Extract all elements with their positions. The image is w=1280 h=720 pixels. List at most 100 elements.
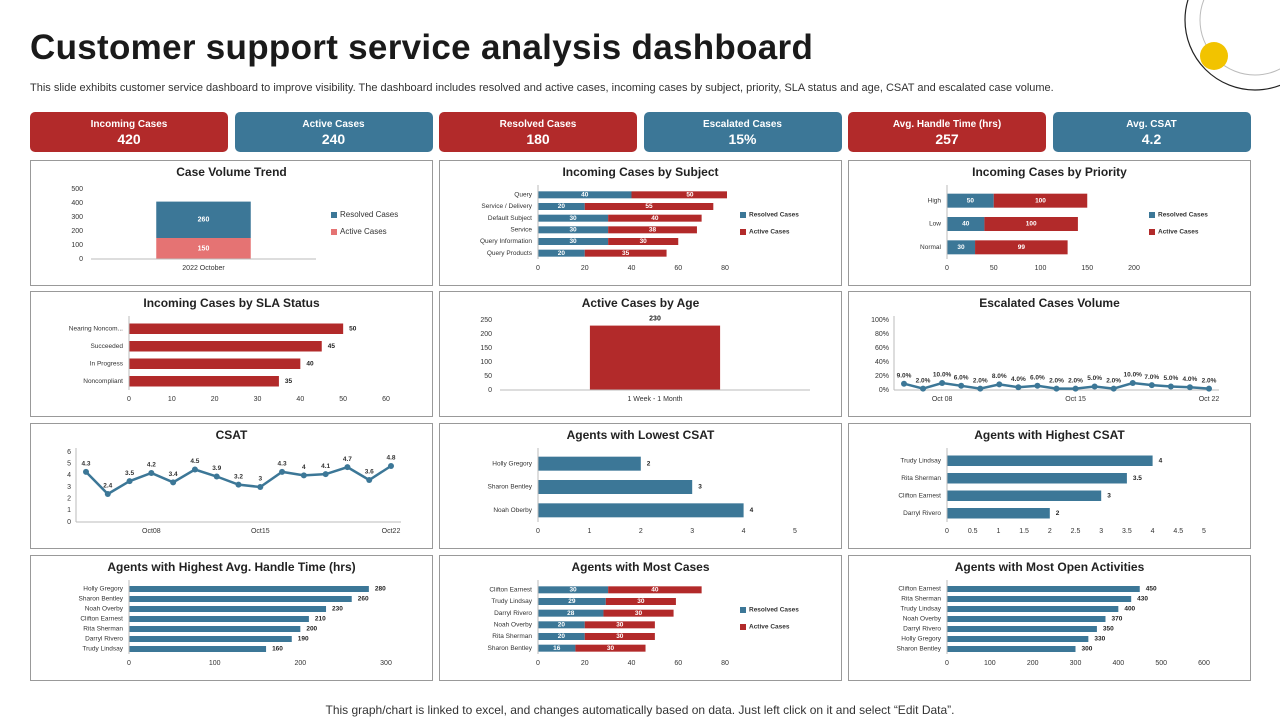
point <box>279 468 286 475</box>
kpi-card: Avg. Handle Time (hrs) 257 <box>848 112 1046 152</box>
point <box>366 477 373 483</box>
point <box>322 471 329 478</box>
point <box>191 466 198 473</box>
x-tick-label: 60 <box>382 396 390 403</box>
chart-title: Agents with Lowest CSAT <box>567 428 715 442</box>
data-label: 5.0% <box>1163 375 1178 382</box>
legend-label: Active Cases <box>749 624 790 631</box>
bar <box>538 586 609 594</box>
kpi-value: 420 <box>117 131 141 147</box>
x-tick-label: 60 <box>674 265 682 272</box>
bar <box>947 596 1132 602</box>
data-label: 4.5 <box>190 458 199 465</box>
point <box>1091 383 1098 390</box>
y-tick-label: Trudy Lindsay <box>82 646 123 653</box>
data-label: 50 <box>686 192 694 199</box>
data-label: 400 <box>1124 606 1135 613</box>
kpi-label: Escalated Cases <box>703 119 782 130</box>
point <box>920 385 927 392</box>
y-tick-label: 100% <box>871 317 889 324</box>
page-title: Customer support service analysis dashbo… <box>30 28 814 67</box>
data-label: 40 <box>651 587 659 594</box>
point <box>1167 383 1174 390</box>
y-tick-label: Trudy Lindsay <box>900 606 941 613</box>
point <box>958 382 965 389</box>
chart-title: Incoming Cases by Priority <box>972 165 1127 179</box>
chart: Agents with Most Open Activities 0 100 200 3… <box>897 560 1210 667</box>
data-label: 3.4 <box>169 471 178 478</box>
data-label: 4.2 <box>147 462 156 469</box>
plot <box>947 586 1140 652</box>
chart-panel: Agents with Most Cases 0 20 40 60 80 Clifton E… <box>439 555 842 681</box>
y-tick-label: Sharon Bentley <box>488 484 533 491</box>
point <box>388 463 394 469</box>
legend-label: Resolved Cases <box>749 212 799 219</box>
data-label: 9.0% <box>897 372 912 379</box>
y-tick-label: Query Products <box>487 250 533 257</box>
x-tick-label: 5 <box>1202 528 1206 535</box>
point <box>257 484 264 490</box>
decoration <box>1184 0 1280 91</box>
point <box>1148 382 1155 389</box>
legend-swatch <box>740 229 746 235</box>
data-label: 7.0% <box>1144 374 1159 381</box>
bar <box>538 644 576 652</box>
x-tick-label: 4 <box>1151 528 1155 535</box>
data-label: 4 <box>750 507 754 514</box>
footer-note: This graph/chart is linked to excel, and… <box>325 703 955 717</box>
plot <box>538 586 702 652</box>
plot <box>129 586 369 652</box>
data-label: 2.0% <box>1049 377 1064 384</box>
x-tick-label: 40 <box>628 660 636 667</box>
bar <box>608 586 702 594</box>
data-label: 2.0% <box>973 377 988 384</box>
y-tick-label: 500 <box>71 186 83 193</box>
data-label: 4.0% <box>1011 376 1026 383</box>
point <box>344 464 351 471</box>
legend-swatch <box>331 229 337 235</box>
data-label: 40 <box>581 192 589 199</box>
y-tick-label: Sharon Bentley <box>79 596 124 603</box>
y-tick-label: Noah Overby <box>494 622 533 629</box>
x-tick-label: 0 <box>945 528 949 535</box>
x-tick-label: 30 <box>254 396 262 403</box>
data-label: 370 <box>1111 616 1122 623</box>
data-label: 3 <box>698 484 702 491</box>
point <box>235 481 242 488</box>
data-label: 100 <box>1035 197 1046 204</box>
y-tick-label: Holly Gregory <box>492 460 532 467</box>
y-tick-label: Trudy Lindsay <box>900 457 941 464</box>
x-tick-label: 600 <box>1198 660 1210 667</box>
data-label: 100 <box>1026 221 1037 228</box>
data-label: 30 <box>569 587 577 594</box>
legend-label: Resolved Cases <box>340 210 398 219</box>
bar <box>605 598 676 605</box>
x-tick-label: 0 <box>945 660 949 667</box>
y-tick-label: 300 <box>71 214 83 221</box>
chart-panel: Active Cases by Age 0 50 100 150 200 250 1 Week… <box>439 291 842 417</box>
bar <box>984 217 1078 231</box>
chart: Case Volume Trend 0 100 200 300 400 500 2022 Oc… <box>71 165 398 272</box>
data-label: 29 <box>568 598 576 605</box>
chart-title: Active Cases by Age <box>582 296 700 310</box>
kpi-label: Avg. CSAT <box>1126 119 1177 130</box>
kpi-value: 180 <box>526 131 550 147</box>
y-tick-label: Low <box>929 221 941 228</box>
chart-panel: Agents with Highest Avg. Handle Time (hr… <box>30 555 433 681</box>
point <box>1053 385 1060 392</box>
point <box>977 385 984 392</box>
legend-swatch <box>740 212 746 218</box>
x-tick-label: 0 <box>127 396 131 403</box>
kpi-value: 15% <box>728 131 757 147</box>
data-label: 30 <box>637 598 645 605</box>
chart-panel: Agents with Most Open Activities 0 100 200 3… <box>848 555 1251 681</box>
y-tick-label: 150 <box>480 345 492 352</box>
x-tick-label: 0 <box>127 660 131 667</box>
bar <box>947 473 1127 484</box>
x-tick-label: 40 <box>296 396 304 403</box>
page-subtitle: This slide exhibits customer service das… <box>30 82 1054 94</box>
bar <box>538 480 693 494</box>
bar <box>156 238 251 259</box>
data-label: 30 <box>957 244 965 251</box>
x-tick-label: 4 <box>742 528 746 535</box>
